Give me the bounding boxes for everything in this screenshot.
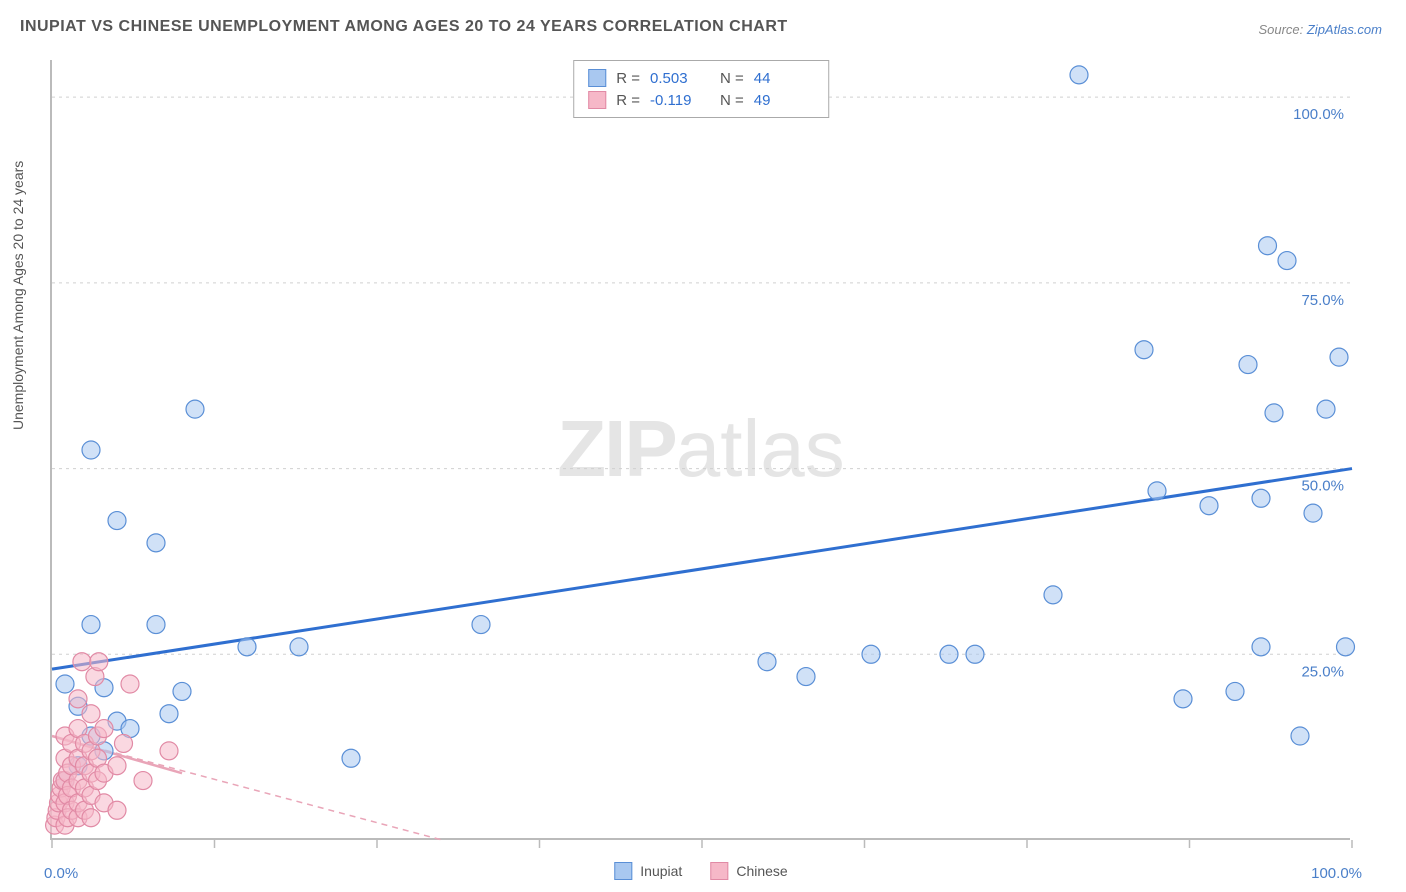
svg-text:50.0%: 50.0% <box>1301 478 1344 495</box>
source-attribution: Source: ZipAtlas.com <box>1258 22 1382 37</box>
x-tick-0: 0.0% <box>44 865 78 882</box>
source-label: Source: <box>1258 22 1306 37</box>
chart-title: INUPIAT VS CHINESE UNEMPLOYMENT AMONG AG… <box>20 18 788 36</box>
svg-text:75.0%: 75.0% <box>1301 292 1344 309</box>
source-link[interactable]: ZipAtlas.com <box>1307 22 1382 37</box>
legend-label: Inupiat <box>640 863 682 879</box>
bottom-legend: Inupiat Chinese <box>614 862 787 880</box>
y-axis-label: Unemployment Among Ages 20 to 24 years <box>10 161 26 430</box>
stats-n-value: 44 <box>754 70 814 87</box>
stats-r-value: -0.119 <box>650 92 710 109</box>
x-tick-100: 100.0% <box>1311 865 1362 882</box>
svg-text:25.0%: 25.0% <box>1301 663 1344 680</box>
stats-r-value: 0.503 <box>650 70 710 87</box>
stats-row: R = -0.119 N = 49 <box>588 89 814 111</box>
stats-box: R = 0.503 N = 44 R = -0.119 N = 49 <box>573 60 829 118</box>
legend-swatch <box>614 862 632 880</box>
stats-swatch <box>588 69 606 87</box>
svg-text:100.0%: 100.0% <box>1293 106 1344 123</box>
stats-row: R = 0.503 N = 44 <box>588 67 814 89</box>
legend-item: Chinese <box>710 862 787 880</box>
chart-svg: 25.0% 50.0% 75.0% 100.0% <box>52 60 1352 840</box>
legend-swatch <box>710 862 728 880</box>
stats-n-value: 49 <box>754 92 814 109</box>
plot-area: ZIPatlas 25.0%50.0%75.0%100.0% R =0.503N… <box>50 60 1350 840</box>
stats-r-label: R = <box>616 92 640 109</box>
stats-n-label: N = <box>720 70 744 87</box>
stats-r-label: R = <box>616 70 640 87</box>
legend-label: Chinese <box>736 863 787 879</box>
legend-item: Inupiat <box>614 862 682 880</box>
stats-swatch <box>588 91 606 109</box>
stats-n-label: N = <box>720 92 744 109</box>
